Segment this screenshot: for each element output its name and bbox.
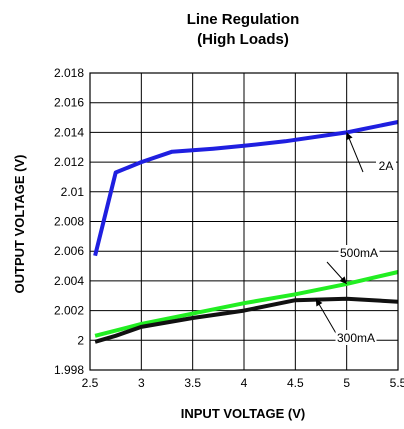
x-tick-label: 4.5 (287, 376, 304, 390)
x-tick-label: 2.5 (82, 376, 99, 390)
x-tick-label: 5 (343, 376, 350, 390)
annotation-label-background (338, 245, 380, 260)
y-tick-label: 2 (77, 333, 84, 347)
y-tick-labels: 1.998 2 2.002 2.004 2.006 2.008 2.01 2.012 2.014… (54, 66, 84, 377)
y-tick-label: 2.016 (54, 96, 84, 110)
annotation-label-background (376, 158, 396, 173)
series-annotations: 2A 500mA 300mA (315, 132, 396, 345)
series-line-300mA (94, 296, 399, 344)
y-tick-label: 2.018 (54, 66, 84, 80)
series-lines (93, 120, 399, 344)
chart-subtitle: (High Loads) (197, 31, 289, 48)
x-axis-label: INPUT VOLTAGE (V) (181, 406, 305, 421)
plot-frame (89, 72, 399, 371)
y-tick-label: 2.014 (54, 125, 84, 139)
chart-title: Line Regulation (187, 11, 300, 28)
series-line-2A (93, 120, 399, 257)
annotation-arrowhead (346, 132, 353, 141)
annotation-label: 300mA (337, 331, 375, 345)
y-tick-label: 2.002 (54, 304, 84, 318)
y-tick-label: 2.006 (54, 244, 84, 258)
annotation-label-background (335, 330, 377, 345)
y-tick-label: 1.998 (54, 363, 84, 377)
x-tick-label: 4 (241, 376, 248, 390)
y-axis-label: OUTPUT VOLTAGE (V) (12, 155, 27, 294)
annotation-arrowhead (339, 276, 347, 284)
x-tick-label: 5.5 (390, 376, 404, 390)
annotation-arrowhead (315, 298, 323, 307)
y-tick-label: 2.01 (61, 185, 85, 199)
annotation-label: 500mA (340, 246, 378, 260)
x-tick-labels: 2.5 3 3.5 4 4.5 5 5.5 (82, 376, 404, 390)
x-tick-label: 3.5 (184, 376, 201, 390)
annotation-label: 2A (379, 159, 394, 173)
annotation-leader-line (346, 132, 364, 173)
y-tick-label: 2.004 (54, 274, 84, 288)
series-line-500mA (94, 270, 399, 338)
x-tick-label: 3 (138, 376, 145, 390)
y-tick-label: 2.008 (54, 215, 84, 229)
y-tick-label: 2.012 (54, 155, 84, 169)
